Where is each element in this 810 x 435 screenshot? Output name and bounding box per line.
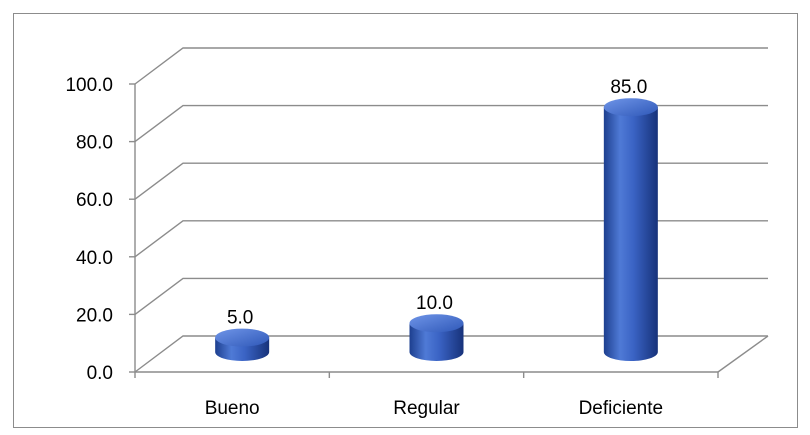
gridline xyxy=(134,162,768,200)
gridline xyxy=(134,335,768,373)
data-label: 10.0 xyxy=(416,293,453,314)
x-tick-label: Regular xyxy=(393,398,460,419)
bar-top xyxy=(409,314,464,333)
gridline xyxy=(134,220,768,258)
labels-layer: 5.0 Bueno 10.0 Regular 85.0 Deficiente xyxy=(205,77,663,419)
bar-top xyxy=(603,98,658,117)
x-tick-label: Deficiente xyxy=(579,398,664,419)
x-tick-label: Bueno xyxy=(205,398,260,419)
y-tick-label: 80.0 xyxy=(76,133,113,154)
y-tick-label: 20.0 xyxy=(76,305,113,326)
bars-layer xyxy=(215,98,658,361)
axis-layer: 0.0 20.0 40.0 60.0 80.0 100.0 xyxy=(65,75,719,384)
gridline xyxy=(134,277,768,315)
bar-bueno xyxy=(215,328,270,361)
bar-body xyxy=(603,107,658,361)
y-tick-label: 100.0 xyxy=(65,75,113,96)
floor-edge xyxy=(717,335,769,373)
bar-top xyxy=(215,328,270,347)
y-tick-label: 60.0 xyxy=(76,190,113,211)
y-tick-label: 40.0 xyxy=(76,248,113,269)
data-label: 5.0 xyxy=(227,308,253,329)
bar-body xyxy=(409,323,464,361)
bar-regular xyxy=(409,314,464,361)
gridline xyxy=(134,47,768,85)
bar-deficiente xyxy=(603,98,658,361)
gridline xyxy=(134,104,768,143)
y-tick-label: 0.0 xyxy=(87,363,113,384)
data-label: 85.0 xyxy=(610,77,647,98)
grid-layer xyxy=(134,47,769,373)
